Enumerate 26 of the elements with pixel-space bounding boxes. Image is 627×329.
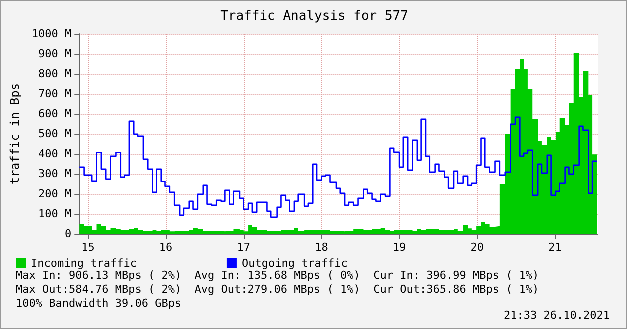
x-tick-label: 19 xyxy=(392,241,406,254)
y-tick-label: 500 M xyxy=(38,128,72,140)
x-tick-label: 17 xyxy=(237,241,250,254)
y-tick-label: 600 M xyxy=(38,108,72,120)
y-tick-label: 1000 M xyxy=(32,28,72,40)
legend-label: Incoming traffic xyxy=(31,257,137,270)
y-axis-title: traffic in Bps xyxy=(8,83,22,185)
text: 100% Bandwidth 39.06 GBps xyxy=(16,297,182,310)
y-tick-label: 400 M xyxy=(38,148,72,160)
text: Max In: 906.13 MBps ( 2%) Avg In: 135.68 MBps ( 0%) Cur In: 396.99 MBps ( 1%) xyxy=(16,269,540,282)
x-tick-label: 15 xyxy=(82,241,95,254)
y-tick-label: 300 M xyxy=(38,168,72,180)
x-tick-label: 18 xyxy=(315,241,328,254)
legend-label: Outgoing traffic xyxy=(242,257,348,270)
y-tick-label: 0 xyxy=(65,228,72,240)
text: Max Out:584.76 MBps ( 2%) Avg Out:279.06 MBps ( 1%) Cur Out:365.86 MBps ( 1%) xyxy=(16,283,540,296)
x-tick-label: 20 xyxy=(470,241,484,254)
x-tick-label: 21 xyxy=(548,241,562,254)
y-tick-label: 800 M xyxy=(38,68,72,80)
y-tick-label: 200 M xyxy=(38,188,72,200)
y-tick-label: 900 M xyxy=(38,48,72,60)
text: 21:33 26.10.2021 xyxy=(504,309,610,322)
chart-title: Traffic Analysis for 577 xyxy=(220,9,408,24)
y-tick-label: 700 M xyxy=(38,88,72,100)
x-tick-label: 16 xyxy=(159,241,173,254)
y-tick-label: 100 M xyxy=(38,208,72,220)
